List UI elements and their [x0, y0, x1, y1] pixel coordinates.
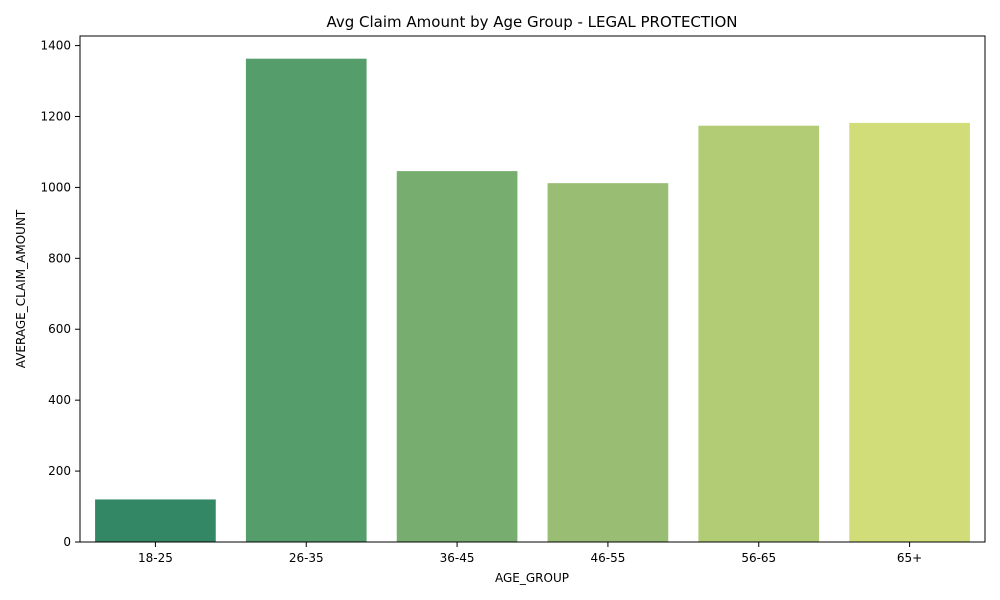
y-tick-label: 400 [48, 393, 71, 407]
x-tick-label: 18-25 [138, 551, 173, 565]
y-axis-title: AVERAGE_CLAIM_AMOUNT [14, 209, 28, 368]
y-tick-label: 600 [48, 322, 71, 336]
y-tick-label: 1200 [40, 109, 71, 123]
y-tick-label: 1400 [40, 39, 71, 53]
x-tick-label: 46-55 [590, 551, 625, 565]
bar-46-55 [547, 183, 669, 542]
bars-group [95, 58, 970, 543]
y-tick-label: 200 [48, 464, 71, 478]
x-axis-title: AGE_GROUP [495, 571, 569, 585]
y-tick-label: 800 [48, 251, 71, 265]
x-tick-label: 56-65 [741, 551, 776, 565]
bar-18-25 [95, 499, 216, 542]
bar-26-35 [245, 58, 367, 543]
x-tick-label: 65+ [897, 551, 922, 565]
y-tick-label: 0 [63, 535, 71, 549]
y-tick-label: 1000 [40, 180, 71, 194]
x-tick-label: 36-45 [440, 551, 475, 565]
plot-frame [79, 35, 986, 543]
y-axis: 0 200 400 600 800 1000 1200 1400 [40, 39, 80, 549]
bar-56-65 [698, 125, 820, 543]
bar-36-45 [396, 171, 518, 542]
bar-65+ [849, 122, 970, 542]
chart-title: Avg Claim Amount by Age Group - LEGAL PR… [326, 13, 737, 31]
x-tick-label: 26-35 [289, 551, 324, 565]
x-axis: 18-25 26-35 36-45 46-55 56-65 65+ [138, 542, 922, 565]
